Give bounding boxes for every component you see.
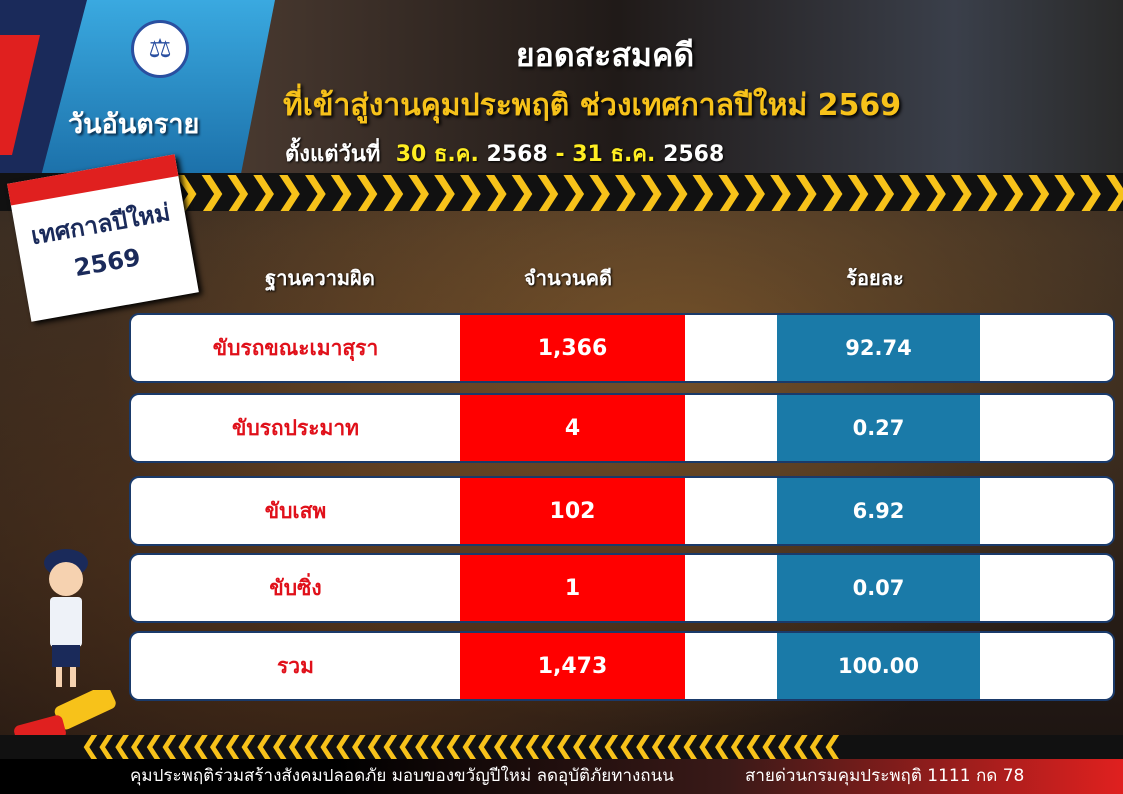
header-cases: จำนวนคดี bbox=[524, 266, 612, 290]
cases-cell: 102 bbox=[460, 478, 685, 544]
date-prefix: ตั้งแต่วันที่ bbox=[285, 142, 381, 167]
chevron-band-icon: ❮❮❮❮❮❮❮❮❮❮❮❮❮❮❮❮❮❮❮❮❮❮❮❮❮❮❮❮❮❮❮❮❮❮❮❮❮❮❮❮… bbox=[0, 735, 1123, 759]
table-row: ขับรถขณะเมาสุรา 1,366 92.74 bbox=[129, 313, 1115, 383]
department-seal-icon: ⚖ bbox=[131, 20, 189, 78]
cases-cell: 1,366 bbox=[460, 315, 685, 381]
chevron-band-icon: ❯❯❯❯❯❯❯❯❯❯❯❯❯❯❯❯❯❯❯❯❯❯❯❯❯❯❯❯❯❯❯❯❯❯❯❯❯❯ bbox=[0, 173, 1123, 211]
percent-cell: 100.00 bbox=[777, 633, 980, 699]
cases-cell: 1 bbox=[460, 555, 685, 621]
percent-cell: 0.07 bbox=[777, 555, 980, 621]
footer-hotline: สายด่วนกรมคุมประพฤติ 1111 กด 78 bbox=[745, 766, 1025, 786]
header-percent: ร้อยละ bbox=[846, 266, 904, 290]
officer-mascot-icon bbox=[44, 549, 88, 687]
date-range: ตั้งแต่วันที่ 30 ธ.ค. 2568 - 31 ธ.ค. 256… bbox=[285, 136, 724, 171]
percent-cell: 6.92 bbox=[777, 478, 980, 544]
table-row: ขับเสพ 102 6.92 bbox=[129, 476, 1115, 546]
date-separator: - bbox=[555, 142, 565, 167]
cases-cell: 1,473 bbox=[460, 633, 685, 699]
offense-cell: ขับรถประมาท bbox=[231, 415, 360, 440]
offense-cell: ขับซิ่ง bbox=[269, 575, 322, 600]
cases-cell: 4 bbox=[460, 395, 685, 461]
offense-cell: ขับรถขณะเมาสุรา bbox=[212, 335, 379, 360]
brand-name: วันอันตราย bbox=[68, 109, 200, 140]
header-offense: ฐานความผิด bbox=[265, 266, 375, 290]
footer-bar: คุมประพฤติร่วมสร้างสังคมปลอดภัย มอบของขว… bbox=[0, 759, 1123, 794]
table-row: ขับรถประมาท 4 0.27 bbox=[129, 393, 1115, 463]
percent-cell: 0.27 bbox=[777, 395, 980, 461]
calendar-badge: เทศกาลปีใหม่ 2569 bbox=[7, 154, 199, 322]
date-end-day: 31 ธ.ค. bbox=[572, 142, 656, 167]
table-row-total: รวม 1,473 100.00 bbox=[129, 631, 1115, 701]
page-title: ยอดสะสมคดี bbox=[515, 36, 695, 74]
offense-cell: ขับเสพ bbox=[264, 498, 327, 523]
table-row: ขับซิ่ง 1 0.07 bbox=[129, 553, 1115, 623]
date-start-day: 30 ธ.ค. bbox=[395, 142, 479, 167]
offense-cell: รวม bbox=[277, 653, 314, 678]
page-subtitle: ที่เข้าสู่งานคุมประพฤติ ช่วงเทศกาลปีใหม่… bbox=[283, 88, 902, 123]
date-end-year: 2568 bbox=[663, 142, 725, 167]
footer-slogan: คุมประพฤติร่วมสร้างสังคมปลอดภัย มอบของขว… bbox=[130, 766, 674, 786]
percent-cell: 92.74 bbox=[777, 315, 980, 381]
date-start-year: 2568 bbox=[486, 142, 548, 167]
